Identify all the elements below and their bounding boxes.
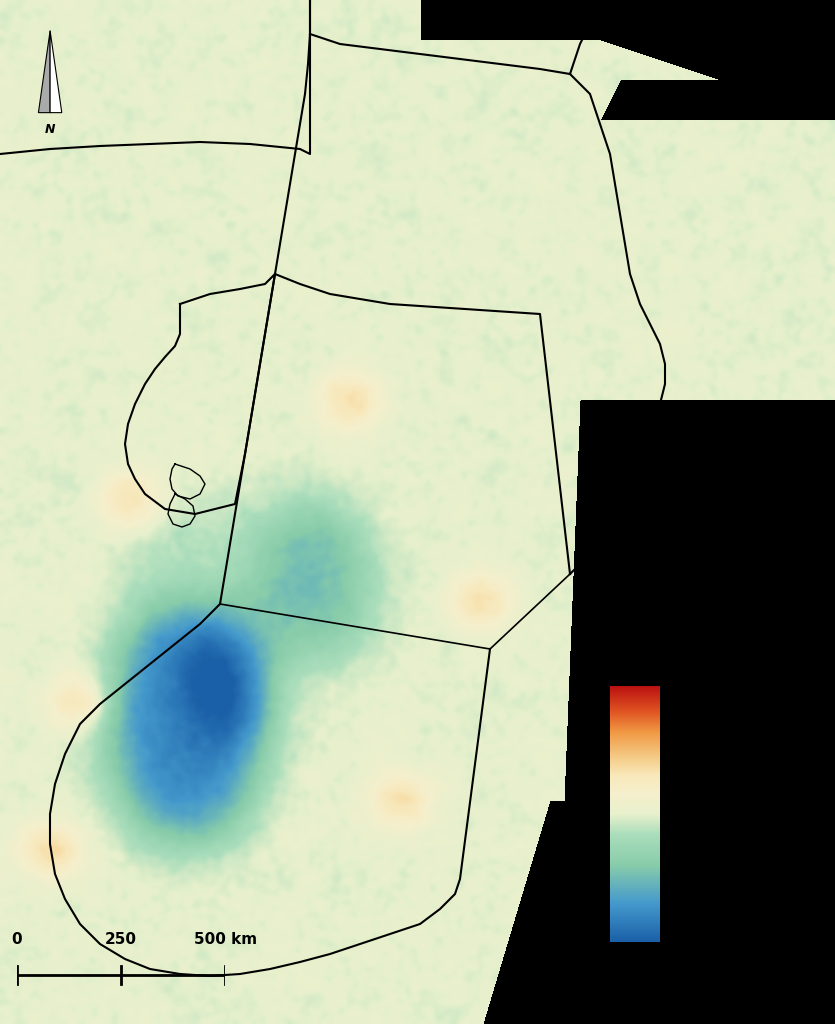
Polygon shape (50, 31, 62, 113)
Text: N: N (45, 123, 55, 136)
Text: 250: 250 (105, 932, 137, 947)
Polygon shape (38, 31, 50, 113)
Text: Temperature: Temperature (628, 671, 758, 688)
Text: 500 km: 500 km (194, 932, 257, 947)
Text: 0: 0 (12, 932, 22, 947)
